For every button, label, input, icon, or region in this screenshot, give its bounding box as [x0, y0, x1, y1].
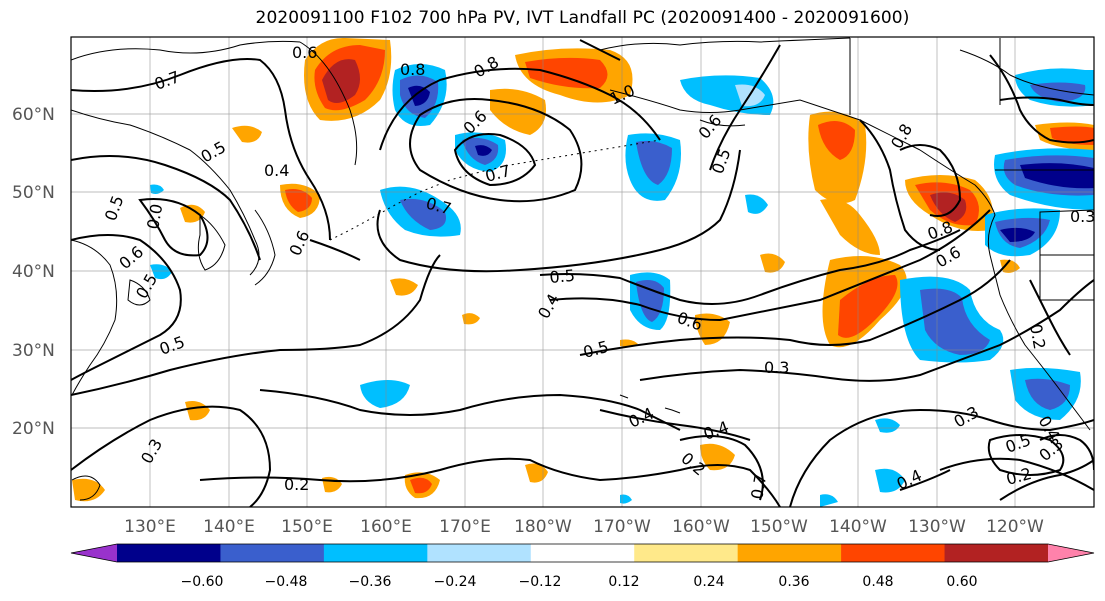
colorbar-tick-label: −0.60 [181, 574, 224, 590]
lon-label: 150°E [281, 517, 333, 537]
contour-label: 0.0 [143, 202, 166, 230]
lat-label-50n: 50°N [12, 183, 55, 203]
colorbar [70, 543, 1095, 563]
colorbar-tick-label: 0.24 [693, 574, 724, 590]
map-area [71, 37, 1094, 507]
contour-label: 0.3 [764, 358, 789, 377]
colorbar-tick-label: 0.12 [608, 574, 639, 590]
lon-label: 180°W [514, 517, 572, 537]
lat-label-60n: 60°N [12, 105, 55, 125]
colorbar-extend-min [71, 544, 117, 562]
colorbar-segment [737, 544, 842, 562]
colorbar-segment [634, 544, 739, 562]
lon-label: 170°W [593, 517, 651, 537]
contour-label: 0.3 [1070, 207, 1095, 226]
colorbar-tick-label: 0.60 [946, 574, 977, 590]
contour-label: 0.2 [284, 475, 309, 494]
longitude-labels: 130°E 140°E 150°E 160°E 170°E 180°W 170°… [124, 517, 1044, 537]
colorbar-segment [944, 544, 1049, 562]
colorbar-tick-label: −0.48 [265, 574, 308, 590]
contour-label: 0.8 [400, 60, 425, 79]
map-title: 2020091100 F102 700 hPa PV, IVT Landfall… [255, 8, 910, 28]
colorbar-segment [323, 544, 428, 562]
latitude-labels: 60°N 50°N 40°N 30°N 20°N [12, 105, 55, 439]
colorbar-segment [427, 544, 532, 562]
lon-label: 140°W [829, 517, 887, 537]
colorbar-tick-label: 0.48 [862, 574, 893, 590]
pv-contours [71, 39, 1094, 507]
graticule [71, 37, 1094, 507]
colorbar-tick-label: −0.36 [349, 574, 392, 590]
lon-label: 160°E [360, 517, 412, 537]
lon-label: 120°W [986, 517, 1044, 537]
contour-label: 0.2 [1026, 322, 1049, 350]
lat-label-30n: 30°N [12, 341, 55, 361]
coastlines [71, 37, 1094, 501]
lon-label: 130°E [124, 517, 176, 537]
lon-label: 160°W [672, 517, 730, 537]
lon-label: 140°E [203, 517, 255, 537]
colorbar-segment [530, 544, 635, 562]
colorbar-segment [220, 544, 325, 562]
colorbar-outline [70, 543, 1095, 563]
lon-label: 130°W [908, 517, 966, 537]
contour-label: 0.5 [549, 266, 576, 287]
colorbar-extend-max [1048, 544, 1094, 562]
lat-label-20n: 20°N [12, 419, 55, 439]
colorbar-tick-labels: −0.60 −0.48 −0.36 −0.24 −0.12 0.12 0.24 … [181, 574, 978, 590]
lon-label: 170°E [439, 517, 491, 537]
colorbar-segment [117, 544, 221, 562]
lon-label: 150°W [750, 517, 808, 537]
map-border [70, 36, 1095, 508]
contour-label: 0.6 [292, 43, 317, 62]
contour-label: 0.7 [747, 472, 770, 500]
lat-label-40n: 40°N [12, 262, 55, 282]
colorbar-tick-label: 0.36 [778, 574, 809, 590]
colorbar-tick-label: −0.24 [434, 574, 477, 590]
colorbar-segment [841, 544, 946, 562]
contour-label: 0.4 [264, 161, 289, 180]
colorbar-tick-label: −0.12 [519, 574, 562, 590]
